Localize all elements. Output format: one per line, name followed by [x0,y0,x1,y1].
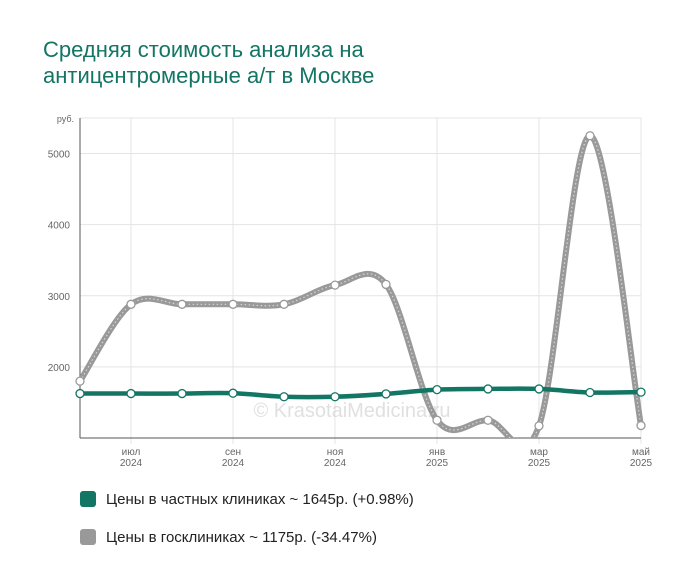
chart-title: Средняя стоимость анализа на антицентром… [43,37,643,89]
watermark: © KrasotaiMedicina.ru [253,400,450,422]
x-tick-month: май [632,447,650,458]
x-tick-label: янв 2025 [426,447,449,469]
series-line-private [80,386,642,400]
data-point-state [381,279,391,290]
legend: Цены в частных клиниках ~ 1645р. (+0.98%… [80,488,414,564]
data-point-private [126,388,136,399]
legend-label-private: Цены в частных клиниках ~ 1645р. (+0.98%… [106,490,414,508]
legend-swatch-private [80,491,96,507]
x-tick-label: июл 2024 [120,447,143,469]
series-line-state-texture [80,135,642,438]
x-tick-year: 2025 [528,458,551,469]
x-tick-year: 2024 [120,458,143,469]
data-point-state [636,420,646,431]
data-point-private [432,384,442,395]
data-point-private [381,389,391,399]
x-tick-month: мар [530,447,548,458]
x-tick-month: сен [225,447,241,458]
x-tick-year: 2025 [630,458,653,469]
x-tick-month: янв [429,447,445,458]
data-point-state [279,299,289,309]
data-point-state [228,299,238,309]
data-point-private [636,387,646,397]
y-axis-label: руб. [57,114,74,124]
legend-label-state: Цены в госклиниках ~ 1175р. (-34.47%) [106,528,377,546]
data-point-private [534,384,544,394]
x-tick-month: июл [122,447,141,458]
data-point-state [330,280,340,290]
data-point-private [177,388,187,399]
data-point-state [126,299,136,309]
y-tick-label: 2000 [48,363,71,374]
data-points [75,131,646,431]
data-point-state [483,415,493,425]
data-point-state [534,421,544,431]
x-tick-year: 2024 [324,458,347,469]
price-line-chart: © KrasotaiMedicina.ru 2000 3000 4000 5000 ру… [48,114,653,469]
legend-item-private: Цены в частных клиниках ~ 1645р. (+0.98%… [80,488,414,510]
legend-item-state: Цены в госклиниках ~ 1175р. (-34.47%) [80,526,414,548]
x-tick-year: 2025 [426,458,449,469]
x-tick-year: 2024 [222,458,245,469]
data-point-state [432,415,442,425]
data-point-private [330,392,340,402]
series-state [80,132,644,438]
data-point-private [483,384,493,394]
data-point-state [177,299,187,309]
data-point-private [279,392,289,402]
x-tick-label: сен 2024 [222,447,245,469]
data-point-private [585,387,595,398]
x-tick-label: ноя 2024 [324,447,347,469]
chart-title-line-1: Средняя стоимость анализа на [43,37,364,62]
legend-swatch-state [80,529,96,545]
series-private [80,386,642,400]
data-point-private [228,388,238,398]
chart-title-line-2: антицентромерные а/т в Москве [43,63,375,88]
data-point-state [585,131,595,141]
x-tick-month: ноя [327,447,344,458]
y-tick-label: 4000 [48,221,71,232]
data-point-private [75,388,85,399]
y-tick-label: 5000 [48,150,71,161]
y-tick-label: 3000 [48,292,71,303]
data-point-state [75,376,85,386]
x-tick-label: мар 2025 [528,447,551,469]
x-tick-label: май 2025 [630,447,653,469]
